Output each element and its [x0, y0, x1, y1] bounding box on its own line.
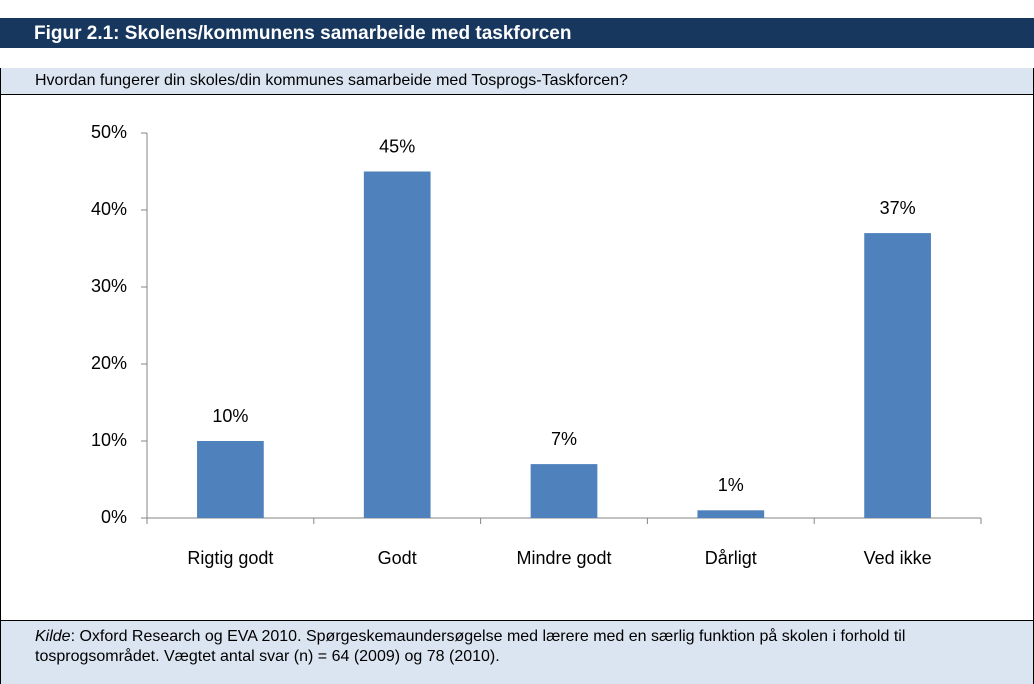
value-label: 1% — [718, 475, 744, 495]
source-label: Kilde — [35, 628, 71, 645]
chart-frame: 0% 10% 20% 30% 40% 50% Rigtig godt 10% Godt 45% Mi… — [0, 94, 1034, 621]
figure-title: Figur 2.1: Skolens/kommunens samarbeide … — [0, 18, 1034, 48]
x-tick-label: Godt — [378, 548, 417, 568]
x-tick-label: Mindre godt — [516, 548, 611, 568]
value-label: 37% — [880, 198, 916, 218]
x-tick-label: Rigtig godt — [187, 548, 273, 568]
value-label: 10% — [212, 406, 248, 426]
bar — [697, 510, 765, 518]
x-tick-label: Dårligt — [705, 548, 757, 568]
y-tick-label: 40% — [91, 199, 127, 219]
x-tick-label: Ved ikke — [864, 548, 932, 568]
y-tick-label: 10% — [91, 430, 127, 450]
y-tick-label: 30% — [91, 276, 127, 296]
value-label: 45% — [379, 136, 415, 156]
bar — [363, 171, 431, 518]
y-tick-label: 0% — [101, 507, 127, 527]
figure-question: Hvordan fungerer din skoles/din kommunes… — [0, 68, 1034, 94]
footer: Kilde: Oxford Research og EVA 2010. Spør… — [0, 621, 1034, 684]
bar — [864, 233, 931, 518]
value-label: 7% — [551, 429, 577, 449]
bar — [530, 464, 598, 518]
y-tick-label: 20% — [91, 353, 127, 373]
y-tick-label: 50% — [91, 122, 127, 142]
chart: 0% 10% 20% 30% 40% 50% Rigtig godt 10% Godt 45% Mi… — [91, 122, 982, 568]
bar — [197, 441, 264, 518]
source-text: : Oxford Research og EVA 2010. Spørgeske… — [35, 628, 906, 665]
